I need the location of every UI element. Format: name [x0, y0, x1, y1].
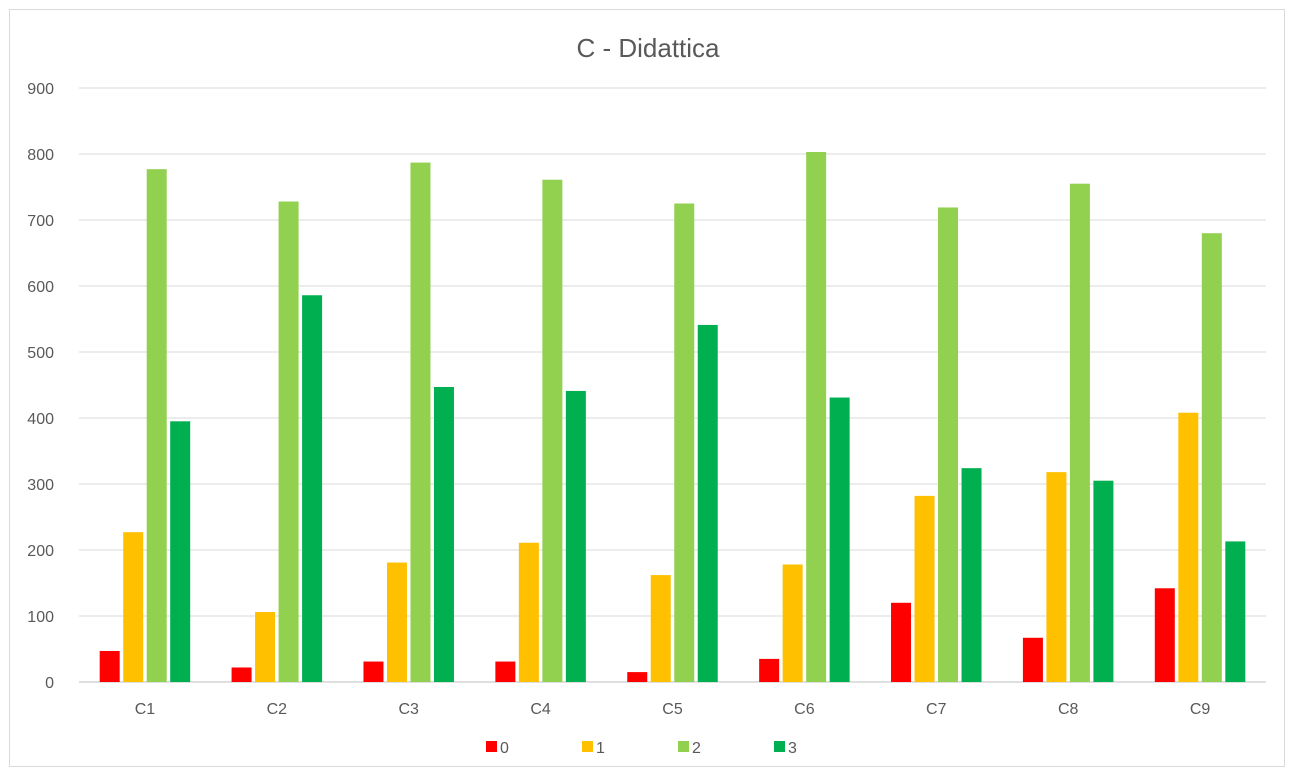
bar-c4-series-1 — [518, 542, 539, 682]
bar-c9-series-1 — [1178, 412, 1199, 682]
bar-c8-series-1 — [1046, 472, 1067, 682]
bar-c7-series-1 — [914, 495, 935, 682]
bar-c7-series-3 — [961, 468, 982, 682]
bar-c4-series-2 — [542, 179, 563, 683]
bar-c3-series-2 — [410, 162, 431, 682]
y-tick-label: 700 — [27, 213, 54, 230]
y-tick-label: 300 — [27, 477, 54, 494]
bar-c5-series-2 — [674, 203, 695, 682]
bar-c6-series-3 — [829, 397, 850, 682]
bar-c5-series-1 — [650, 575, 671, 682]
y-tick-label: 500 — [27, 345, 54, 362]
bar-c9-series-2 — [1201, 233, 1222, 682]
x-tick-label: C2 — [267, 701, 288, 718]
y-tick-label: 800 — [27, 147, 54, 164]
bar-c3-series-3 — [433, 386, 454, 682]
bar-c7-series-2 — [938, 207, 959, 682]
bar-c2-series-3 — [302, 295, 323, 682]
bar-c7-series-0 — [891, 602, 912, 682]
bar-c4-series-3 — [565, 390, 586, 682]
x-tick-label: C7 — [926, 701, 947, 718]
bar-c9-series-3 — [1225, 541, 1246, 682]
legend-swatch-0 — [486, 741, 497, 752]
legend-label-3: 3 — [788, 740, 797, 757]
bar-c3-series-1 — [386, 562, 407, 682]
bar-c3-series-0 — [363, 661, 384, 682]
bar-c2-series-2 — [278, 201, 299, 682]
bar-c5-series-0 — [627, 672, 648, 682]
legend-swatch-1 — [582, 741, 593, 752]
gridlines — [79, 87, 1266, 683]
bar-c6-series-2 — [806, 152, 827, 682]
x-tick-label: C1 — [135, 701, 156, 718]
chart-title: C - Didattica — [576, 33, 720, 63]
bar-c9-series-0 — [1154, 588, 1175, 682]
bar-c1-series-3 — [170, 421, 191, 682]
x-tick-label: C5 — [662, 701, 683, 718]
legend-label-0: 0 — [500, 740, 509, 757]
y-axis-ticks: 0 100 200 300 400 500 600 700 800 900 — [27, 81, 54, 692]
x-tick-label: C9 — [1190, 701, 1211, 718]
x-tick-label: C4 — [530, 701, 551, 718]
y-tick-label: 0 — [45, 675, 54, 692]
legend-swatch-2 — [678, 741, 689, 752]
bar-c8-series-2 — [1069, 183, 1090, 682]
bar-c1-series-1 — [123, 532, 144, 682]
y-tick-label: 200 — [27, 543, 54, 560]
x-tick-label: C6 — [794, 701, 815, 718]
bar-c1-series-2 — [146, 169, 167, 682]
y-tick-label: 400 — [27, 411, 54, 428]
bar-c4-series-0 — [495, 661, 516, 682]
bar-c6-series-1 — [782, 564, 803, 682]
bar-c2-series-1 — [255, 612, 276, 682]
bar-c6-series-0 — [759, 658, 780, 682]
x-axis-ticks: C1 C2 C3 C4 C5 C6 C7 C8 C9 — [135, 701, 1211, 718]
legend: 0 1 2 3 — [486, 740, 797, 757]
legend-label-1: 1 — [596, 740, 605, 757]
bar-c2-series-0 — [231, 667, 252, 682]
x-tick-label: C3 — [398, 701, 419, 718]
y-tick-label: 600 — [27, 279, 54, 296]
bar-c1-series-0 — [99, 650, 120, 682]
bars — [99, 152, 1246, 683]
legend-swatch-3 — [774, 741, 785, 752]
y-tick-label: 900 — [27, 81, 54, 98]
bar-c8-series-0 — [1022, 637, 1043, 682]
y-tick-label: 100 — [27, 609, 54, 626]
bar-c5-series-3 — [697, 324, 718, 682]
bar-c8-series-3 — [1093, 480, 1114, 682]
x-tick-label: C8 — [1058, 701, 1079, 718]
legend-label-2: 2 — [692, 740, 701, 757]
